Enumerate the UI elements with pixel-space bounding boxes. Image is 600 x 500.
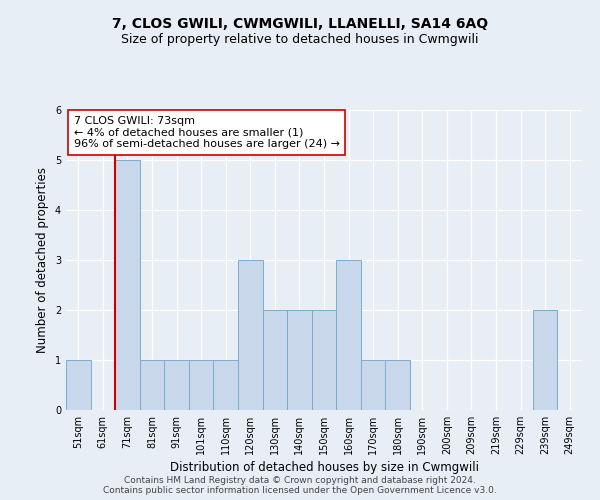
Bar bbox=[533, 310, 557, 410]
Bar bbox=[287, 310, 312, 410]
Bar bbox=[66, 360, 91, 410]
Y-axis label: Number of detached properties: Number of detached properties bbox=[37, 167, 49, 353]
Bar bbox=[189, 360, 214, 410]
Bar bbox=[238, 260, 263, 410]
Bar bbox=[336, 260, 361, 410]
Bar bbox=[214, 360, 238, 410]
X-axis label: Distribution of detached houses by size in Cwmgwili: Distribution of detached houses by size … bbox=[170, 461, 479, 474]
Text: Contains HM Land Registry data © Crown copyright and database right 2024.
Contai: Contains HM Land Registry data © Crown c… bbox=[103, 476, 497, 495]
Text: 7 CLOS GWILI: 73sqm
← 4% of detached houses are smaller (1)
96% of semi-detached: 7 CLOS GWILI: 73sqm ← 4% of detached hou… bbox=[74, 116, 340, 149]
Bar bbox=[312, 310, 336, 410]
Bar bbox=[140, 360, 164, 410]
Bar bbox=[164, 360, 189, 410]
Bar bbox=[361, 360, 385, 410]
Bar bbox=[263, 310, 287, 410]
Bar bbox=[385, 360, 410, 410]
Text: Size of property relative to detached houses in Cwmgwili: Size of property relative to detached ho… bbox=[121, 32, 479, 46]
Text: 7, CLOS GWILI, CWMGWILI, LLANELLI, SA14 6AQ: 7, CLOS GWILI, CWMGWILI, LLANELLI, SA14 … bbox=[112, 18, 488, 32]
Bar bbox=[115, 160, 140, 410]
